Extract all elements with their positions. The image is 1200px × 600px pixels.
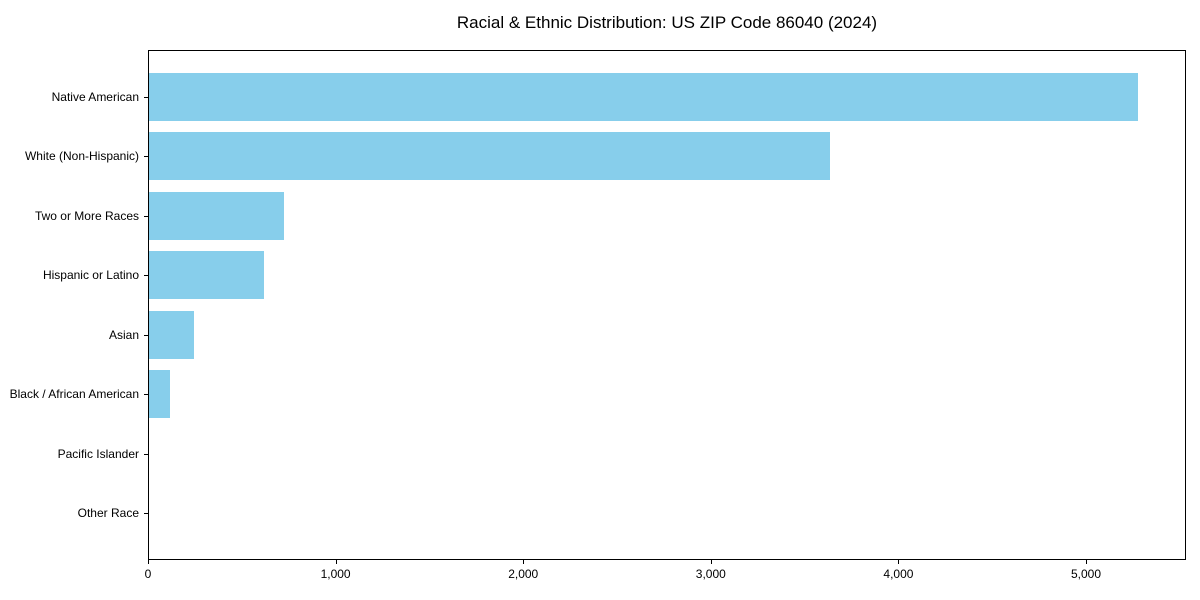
- x-axis-tick: [898, 560, 899, 564]
- y-axis-category-label: Black / African American: [9, 387, 139, 402]
- bar-black-african-american: [149, 370, 170, 419]
- x-axis-tick-label: 4,000: [883, 567, 914, 581]
- y-axis-tick: [144, 216, 148, 217]
- y-axis-tick: [144, 394, 148, 395]
- bar-asian: [149, 310, 195, 359]
- y-axis-category-label: Pacific Islander: [57, 446, 139, 461]
- x-axis-tick: [148, 560, 149, 564]
- y-axis-category-label: Two or More Races: [34, 208, 139, 223]
- y-axis-tick: [144, 513, 148, 514]
- bar-native-american: [149, 72, 1138, 121]
- x-axis-tick: [336, 560, 337, 564]
- bar-white-non-hispanic: [149, 132, 830, 181]
- y-axis-category-label: Native American: [51, 89, 139, 104]
- y-axis-category-label: Other Race: [77, 506, 139, 521]
- y-axis-category-label: Asian: [108, 327, 139, 342]
- y-axis-tick: [144, 275, 148, 276]
- x-axis-tick-label: 2,000: [508, 567, 539, 581]
- x-axis-tick-label: 3,000: [695, 567, 726, 581]
- y-axis-category-label: Hispanic or Latino: [42, 268, 139, 283]
- y-axis-tick: [144, 335, 148, 336]
- plot-area: Native American White (Non-Hispanic) Two o…: [10, 50, 1186, 581]
- x-axis-tick-label: 5,000: [1070, 567, 1102, 581]
- x-axis-tick: [1086, 560, 1087, 564]
- x-axis-tick-label: 1,000: [320, 567, 351, 581]
- y-axis-tick: [144, 156, 148, 157]
- chart-title: Racial & Ethnic Distribution: US ZIP Cod…: [456, 13, 878, 32]
- bar-two-or-more-races: [149, 191, 285, 240]
- y-axis-tick: [144, 454, 148, 455]
- x-axis-tick-label: 0: [144, 567, 152, 581]
- bar-hispanic-or-latino: [149, 251, 265, 300]
- plot-frame: [148, 50, 1186, 560]
- x-axis-tick: [711, 560, 712, 564]
- y-axis-tick: [144, 97, 148, 98]
- y-axis-category-label: White (Non-Hispanic): [24, 149, 139, 164]
- x-axis-tick: [523, 560, 524, 564]
